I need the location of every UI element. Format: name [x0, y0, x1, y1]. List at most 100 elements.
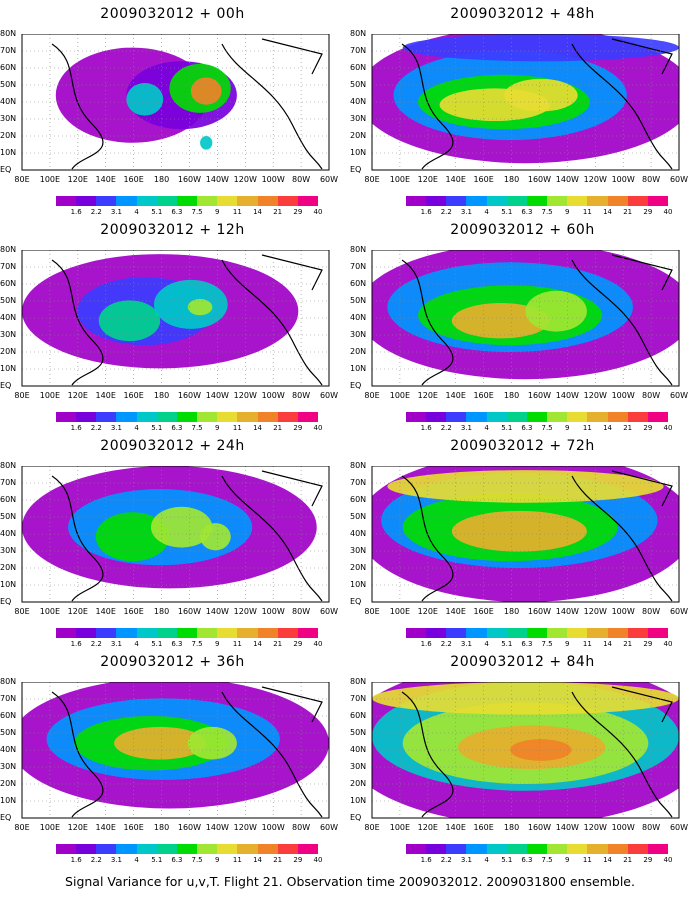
colorbar-label: 4 — [134, 640, 139, 648]
map-canvas — [371, 250, 680, 387]
colorbar-label: 5.1 — [151, 856, 163, 864]
colorbar-swatch — [567, 412, 588, 422]
coastline — [611, 470, 673, 507]
y-axis-labels: EQ 10N 20N 30N 40N 50N 60N 70N 80N — [350, 246, 372, 396]
x-tick-label: 60W — [319, 391, 339, 400]
colorbar-label: 6.3 — [171, 424, 183, 432]
coastline — [261, 686, 323, 723]
variance-contour — [114, 726, 207, 760]
colorbar-label: 40 — [313, 208, 323, 216]
colorbar-swatch — [567, 196, 588, 206]
x-tick-label: 80W — [292, 391, 311, 400]
colorbar-swatch — [136, 844, 157, 854]
y-tick-label: 70N — [350, 478, 367, 487]
colorbar-swatch — [156, 196, 177, 206]
x-tick-label: 160E — [473, 391, 494, 400]
colorbar-label: 1.6 — [420, 424, 432, 432]
colorbar-swatch — [116, 196, 137, 206]
colorbar-swatch — [136, 196, 157, 206]
map-canvas — [371, 682, 680, 819]
colorbar-swatch — [156, 412, 177, 422]
map-panel: 2009032012 + 24h EQ 10N 20N 30N 40N 50N 60N 70N 8… — [0, 432, 345, 648]
x-tick-label: 60W — [669, 391, 689, 400]
colorbar-label: 11 — [582, 208, 592, 216]
colorbar-swatch — [547, 844, 568, 854]
colorbar-swatch — [277, 844, 298, 854]
colorbar-swatch — [486, 412, 507, 422]
y-tick-label: 20N — [350, 779, 367, 788]
x-tick-label: 140E — [95, 823, 116, 832]
y-tick-label: 20N — [0, 563, 17, 572]
colorbar-swatch — [627, 196, 648, 206]
x-tick-label: 100E — [389, 823, 411, 832]
colorbar-label: 4 — [484, 856, 489, 864]
colorbar-label: 29 — [643, 208, 653, 216]
x-tick-label: 160W — [527, 391, 552, 400]
map-frame — [21, 682, 330, 819]
colorbar-label: 3.1 — [110, 640, 123, 648]
colorbar-swatch — [466, 628, 487, 638]
colorbar-labels: 1.6 2.2 3.1 4 5.1 6.3 7.5 9 11 14 21 29 40 — [56, 208, 323, 217]
colorbar-swatch — [237, 412, 258, 422]
y-tick-label: 50N — [350, 296, 367, 305]
colorbar-swatch — [277, 196, 298, 206]
colorbar-label: 14 — [253, 208, 262, 216]
colorbar-label: 6.3 — [521, 208, 533, 216]
colorbar-label: 9 — [214, 208, 220, 216]
variance-contour — [504, 78, 578, 112]
colorbar-label: 40 — [663, 208, 673, 216]
colorbar — [406, 628, 669, 638]
y-axis-labels: EQ 10N 20N 30N 40N 50N 60N 70N 80N — [350, 678, 372, 828]
panel-title: 2009032012 + 36h — [100, 654, 245, 670]
colorbar-swatch — [257, 844, 278, 854]
colorbar-swatch — [647, 412, 669, 422]
colorbar-label: 9 — [564, 856, 570, 864]
colorbar-label: 4 — [484, 640, 489, 648]
colorbar-swatch — [406, 844, 427, 854]
x-tick-label: 140W — [555, 607, 579, 616]
x-tick-label: 120E — [417, 607, 438, 616]
colorbar-swatch — [506, 412, 527, 422]
x-tick-label: 120W — [233, 607, 257, 616]
colorbar-label: 9 — [214, 640, 220, 648]
colorbar-swatch — [156, 628, 177, 638]
x-tick-label: 80E — [364, 175, 380, 184]
map-panel: 2009032012 + 00h EQ 10N 20N 30N 40N 50N 60N 70N 8… — [0, 0, 345, 216]
colorbar-swatch — [547, 412, 568, 422]
y-tick-label: 50N — [350, 512, 367, 521]
coastline — [51, 259, 104, 386]
colorbar-label: 9 — [564, 208, 570, 216]
colorbar-swatch — [277, 628, 298, 638]
x-tick-label: 60W — [319, 823, 339, 832]
colorbar-swatch — [136, 412, 157, 422]
coastline — [571, 475, 673, 602]
x-axis-labels: 80E 100E 120E 140E 160E 180 160W 140W 120W 100W 80… — [350, 392, 695, 404]
colorbar-swatch — [96, 196, 117, 206]
x-tick-label: 140E — [95, 391, 116, 400]
x-tick-label: 80E — [14, 175, 30, 184]
colorbar-swatch — [587, 844, 608, 854]
x-tick-label: 160E — [123, 391, 144, 400]
x-tick-label: 140W — [205, 823, 229, 832]
y-tick-label: EQ — [350, 597, 362, 606]
colorbar-label: 6.3 — [171, 208, 183, 216]
figure-caption: Signal Variance for u,v,T. Flight 21. Ob… — [65, 874, 635, 889]
variance-field — [22, 250, 329, 386]
map-frame — [21, 466, 330, 603]
colorbar-label: 6.3 — [171, 640, 183, 648]
colorbar — [56, 628, 319, 638]
y-tick-label: 10N — [0, 796, 17, 805]
x-tick-label: 180 — [503, 607, 520, 616]
colorbar-label: 14 — [253, 640, 262, 648]
colorbar-label: 3.1 — [460, 856, 473, 864]
x-tick-label: 120E — [417, 175, 438, 184]
colorbar — [56, 196, 319, 206]
x-tick-label: 100E — [389, 391, 411, 400]
x-tick-label: 120W — [583, 391, 607, 400]
x-tick-label: 80E — [364, 391, 380, 400]
y-tick-label: 60N — [0, 495, 17, 504]
colorbar-label: 6.3 — [171, 856, 183, 864]
x-tick-label: 140E — [95, 607, 116, 616]
variance-field — [372, 682, 679, 818]
colorbar-swatch — [466, 196, 487, 206]
